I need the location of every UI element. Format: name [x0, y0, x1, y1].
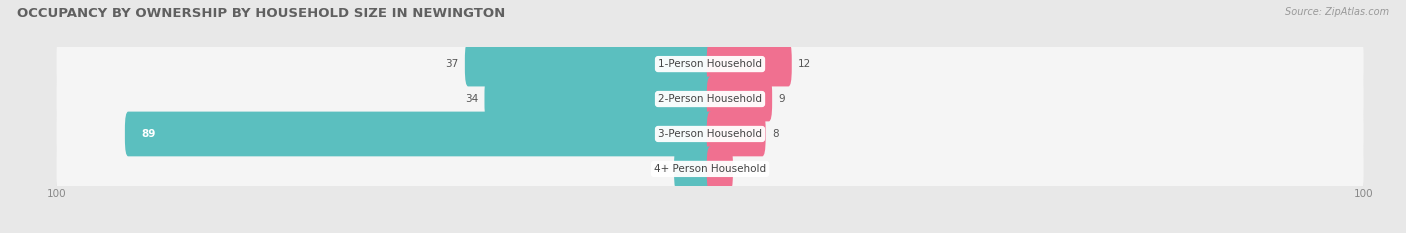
Text: 1-Person Household: 1-Person Household [658, 59, 762, 69]
FancyBboxPatch shape [56, 36, 1364, 90]
FancyBboxPatch shape [485, 77, 713, 121]
Text: 2-Person Household: 2-Person Household [658, 94, 762, 104]
FancyBboxPatch shape [56, 141, 1364, 195]
Text: 8: 8 [772, 129, 779, 139]
Text: 4+ Person Household: 4+ Person Household [654, 164, 766, 174]
FancyBboxPatch shape [465, 42, 713, 86]
FancyBboxPatch shape [56, 72, 1364, 127]
FancyBboxPatch shape [56, 142, 1364, 197]
FancyBboxPatch shape [56, 107, 1364, 162]
FancyBboxPatch shape [125, 112, 713, 156]
FancyBboxPatch shape [707, 147, 733, 191]
Text: 9: 9 [779, 94, 786, 104]
FancyBboxPatch shape [673, 147, 713, 191]
Text: 89: 89 [141, 129, 156, 139]
Text: 12: 12 [799, 59, 811, 69]
FancyBboxPatch shape [707, 112, 766, 156]
Text: 37: 37 [446, 59, 458, 69]
Text: 34: 34 [465, 94, 478, 104]
FancyBboxPatch shape [707, 42, 792, 86]
FancyBboxPatch shape [56, 37, 1364, 92]
FancyBboxPatch shape [56, 71, 1364, 125]
Text: 5: 5 [661, 164, 668, 174]
Text: OCCUPANCY BY OWNERSHIP BY HOUSEHOLD SIZE IN NEWINGTON: OCCUPANCY BY OWNERSHIP BY HOUSEHOLD SIZE… [17, 7, 505, 20]
FancyBboxPatch shape [56, 106, 1364, 160]
Text: 3-Person Household: 3-Person Household [658, 129, 762, 139]
FancyBboxPatch shape [707, 77, 772, 121]
Text: 3: 3 [740, 164, 747, 174]
Text: Source: ZipAtlas.com: Source: ZipAtlas.com [1285, 7, 1389, 17]
